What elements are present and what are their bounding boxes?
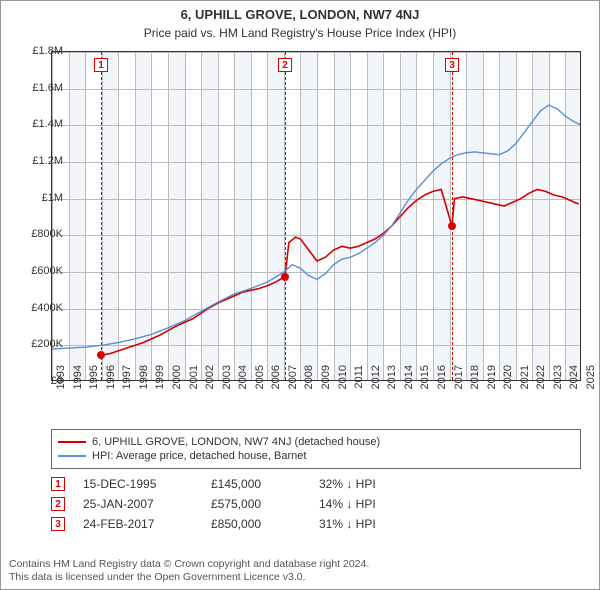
y-tick-label: £800K <box>13 228 63 240</box>
x-tick-label: 2009 <box>320 365 332 405</box>
x-tick-label: 1998 <box>138 365 150 405</box>
chart-container: 6, UPHILL GROVE, LONDON, NW7 4NJ Price p… <box>0 0 600 590</box>
x-tick-label: 2006 <box>270 365 282 405</box>
event-diff: 31% ↓ HPI <box>319 517 439 531</box>
y-tick-label: £1.2M <box>13 155 63 167</box>
x-tick-label: 2013 <box>386 365 398 405</box>
x-tick-label: 2008 <box>303 365 315 405</box>
x-tick-label: 1995 <box>88 365 100 405</box>
x-tick-label: 2020 <box>502 365 514 405</box>
chart-area: 123 <box>51 51 581 381</box>
event-diff: 14% ↓ HPI <box>319 497 439 511</box>
x-tick-label: 1996 <box>105 365 117 405</box>
x-tick-label: 1994 <box>72 365 84 405</box>
x-tick-label: 1993 <box>55 365 67 405</box>
legend-swatch <box>58 441 86 443</box>
y-tick-label: £1.8M <box>13 45 63 57</box>
y-tick-label: £1M <box>13 192 63 204</box>
x-tick-label: 2001 <box>188 365 200 405</box>
title-block: 6, UPHILL GROVE, LONDON, NW7 4NJ Price p… <box>1 1 599 40</box>
y-tick-label: £1.6M <box>13 82 63 94</box>
x-tick-label: 2025 <box>585 365 597 405</box>
x-tick-label: 2014 <box>403 365 415 405</box>
x-tick-label: 2000 <box>171 365 183 405</box>
x-tick-label: 2022 <box>535 365 547 405</box>
x-tick-label: 2005 <box>254 365 266 405</box>
x-tick-label: 1999 <box>154 365 166 405</box>
x-tick-label: 2023 <box>552 365 564 405</box>
legend-item-hpi: HPI: Average price, detached house, Barn… <box>58 450 574 462</box>
legend-box: 6, UPHILL GROVE, LONDON, NW7 4NJ (detach… <box>51 429 581 469</box>
event-price: £575,000 <box>211 497 301 511</box>
event-row: 3 24-FEB-2017 £850,000 31% ↓ HPI <box>51 517 581 531</box>
footer: Contains HM Land Registry data © Crown c… <box>9 558 591 585</box>
event-diff: 32% ↓ HPI <box>319 477 439 491</box>
x-tick-label: 2007 <box>287 365 299 405</box>
x-tick-label: 1997 <box>121 365 133 405</box>
x-tick-label: 2004 <box>237 365 249 405</box>
y-tick-label: £200K <box>13 338 63 350</box>
event-price: £145,000 <box>211 477 301 491</box>
x-tick-label: 2017 <box>453 365 465 405</box>
legend-item-price-paid: 6, UPHILL GROVE, LONDON, NW7 4NJ (detach… <box>58 436 574 448</box>
x-tick-label: 2016 <box>436 365 448 405</box>
x-tick-label: 2002 <box>204 365 216 405</box>
events-table: 1 15-DEC-1995 £145,000 32% ↓ HPI 2 25-JA… <box>51 471 581 537</box>
legend-label: HPI: Average price, detached house, Barn… <box>92 450 306 462</box>
event-marker-1: 1 <box>51 477 65 491</box>
event-price: £850,000 <box>211 517 301 531</box>
y-tick-label: £600K <box>13 265 63 277</box>
y-tick-label: £400K <box>13 302 63 314</box>
x-tick-label: 2019 <box>486 365 498 405</box>
event-row: 2 25-JAN-2007 £575,000 14% ↓ HPI <box>51 497 581 511</box>
x-tick-label: 2018 <box>469 365 481 405</box>
event-date: 25-JAN-2007 <box>83 497 193 511</box>
event-date: 24-FEB-2017 <box>83 517 193 531</box>
legend-swatch <box>58 455 86 457</box>
x-tick-label: 2011 <box>353 365 365 405</box>
y-tick-label: £1.4M <box>13 118 63 130</box>
x-tick-label: 2012 <box>370 365 382 405</box>
title-subtitle: Price paid vs. HM Land Registry's House … <box>1 26 599 40</box>
x-tick-label: 2021 <box>519 365 531 405</box>
x-tick-label: 2010 <box>337 365 349 405</box>
footer-line-1: Contains HM Land Registry data © Crown c… <box>9 558 591 572</box>
title-address: 6, UPHILL GROVE, LONDON, NW7 4NJ <box>1 7 599 22</box>
event-marker-2: 2 <box>51 497 65 511</box>
event-marker-3: 3 <box>51 517 65 531</box>
x-tick-label: 2015 <box>419 365 431 405</box>
x-tick-label: 2003 <box>221 365 233 405</box>
footer-line-2: This data is licensed under the Open Gov… <box>9 571 591 585</box>
legend-label: 6, UPHILL GROVE, LONDON, NW7 4NJ (detach… <box>92 436 380 448</box>
plot-area: 123 <box>51 51 581 381</box>
event-date: 15-DEC-1995 <box>83 477 193 491</box>
event-row: 1 15-DEC-1995 £145,000 32% ↓ HPI <box>51 477 581 491</box>
x-tick-label: 2024 <box>568 365 580 405</box>
